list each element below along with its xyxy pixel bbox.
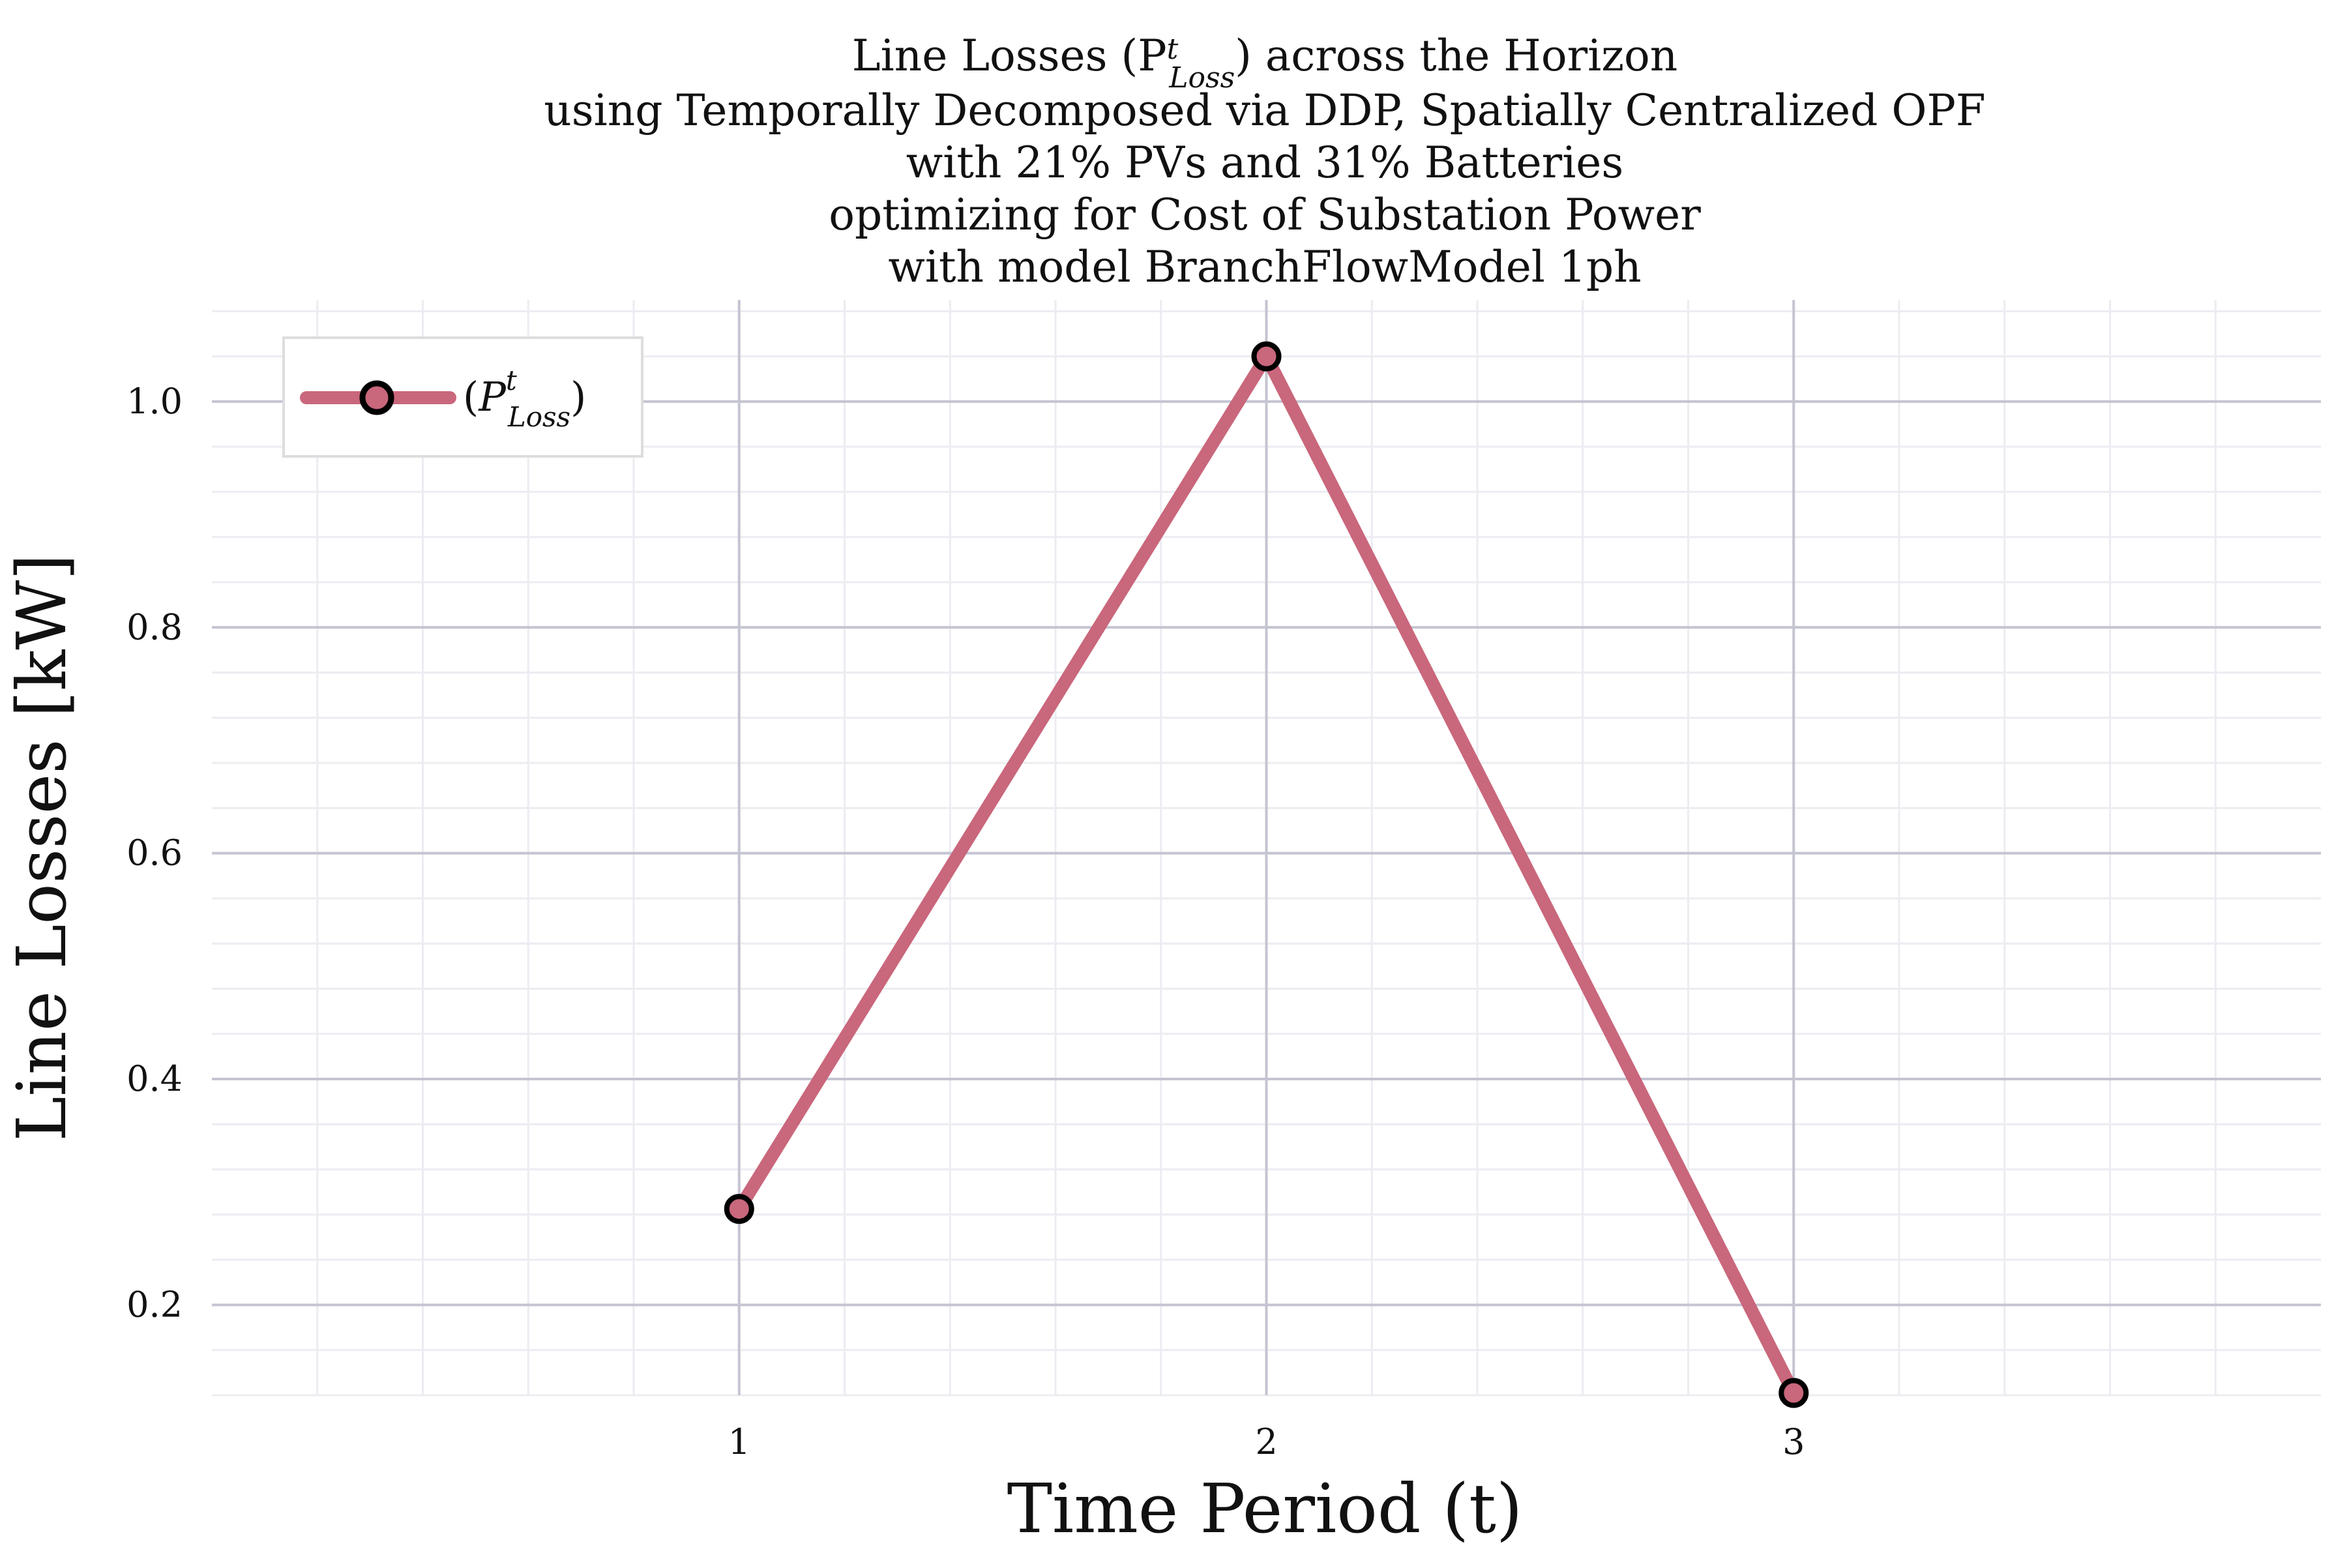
legend-close-paren: ): [570, 373, 586, 421]
title-line-1-head: Line Losses (P: [852, 31, 1167, 81]
chart-title: Line Losses (Pt Loss) across the Horizon …: [544, 31, 1985, 292]
y-tick-label: 0.2: [126, 1284, 183, 1325]
x-tick-label: 3: [1782, 1421, 1805, 1462]
data-point: [724, 1194, 754, 1224]
legend-sup: t: [506, 364, 517, 396]
x-tick-label: 1: [728, 1421, 750, 1462]
y-tick-label: 0.6: [126, 833, 183, 874]
title-line-1-tail: ) across the Horizon: [1235, 31, 1677, 81]
y-tick-label: 1.0: [126, 381, 183, 422]
x-axis-label: Time Period (t): [1007, 1469, 1523, 1548]
grid-major: [212, 300, 2321, 1395]
x-tick-label: 2: [1255, 1421, 1277, 1462]
legend: (Pt Loss): [282, 336, 643, 458]
title-line-4: optimizing for Cost of Substation Power: [829, 190, 1701, 240]
title-line-2: using Temporally Decomposed via DDP, Spa…: [544, 85, 1985, 136]
title-symbol-sup: t: [1167, 33, 1179, 66]
data-point: [1251, 341, 1282, 372]
series-layer: [724, 341, 1809, 1408]
y-tick-label: 0.8: [126, 606, 183, 647]
title-symbol-sub: Loss: [1168, 61, 1235, 95]
legend-sub: Loss: [507, 401, 570, 433]
legend-open-paren: (: [463, 373, 479, 421]
y-tick-labels: 0.2 0.4 0.6 0.8 1.0: [126, 381, 183, 1325]
title-line-5: with model BranchFlowModel 1ph: [888, 242, 1641, 292]
y-tick-label: 0.4: [126, 1058, 183, 1099]
x-tick-labels: 1 2 3: [728, 1421, 1805, 1462]
legend-marker-sample: [359, 380, 394, 415]
y-axis-label: Line Losses [kW]: [2, 554, 81, 1141]
title-line-1: Line Losses (Pt Loss) across the Horizon: [852, 31, 1678, 95]
legend-label: (Pt Loss): [463, 364, 586, 433]
legend-base: P: [478, 373, 507, 421]
data-point: [1779, 1378, 1809, 1408]
title-line-3: with 21% PVs and 31% Batteries: [906, 138, 1624, 188]
